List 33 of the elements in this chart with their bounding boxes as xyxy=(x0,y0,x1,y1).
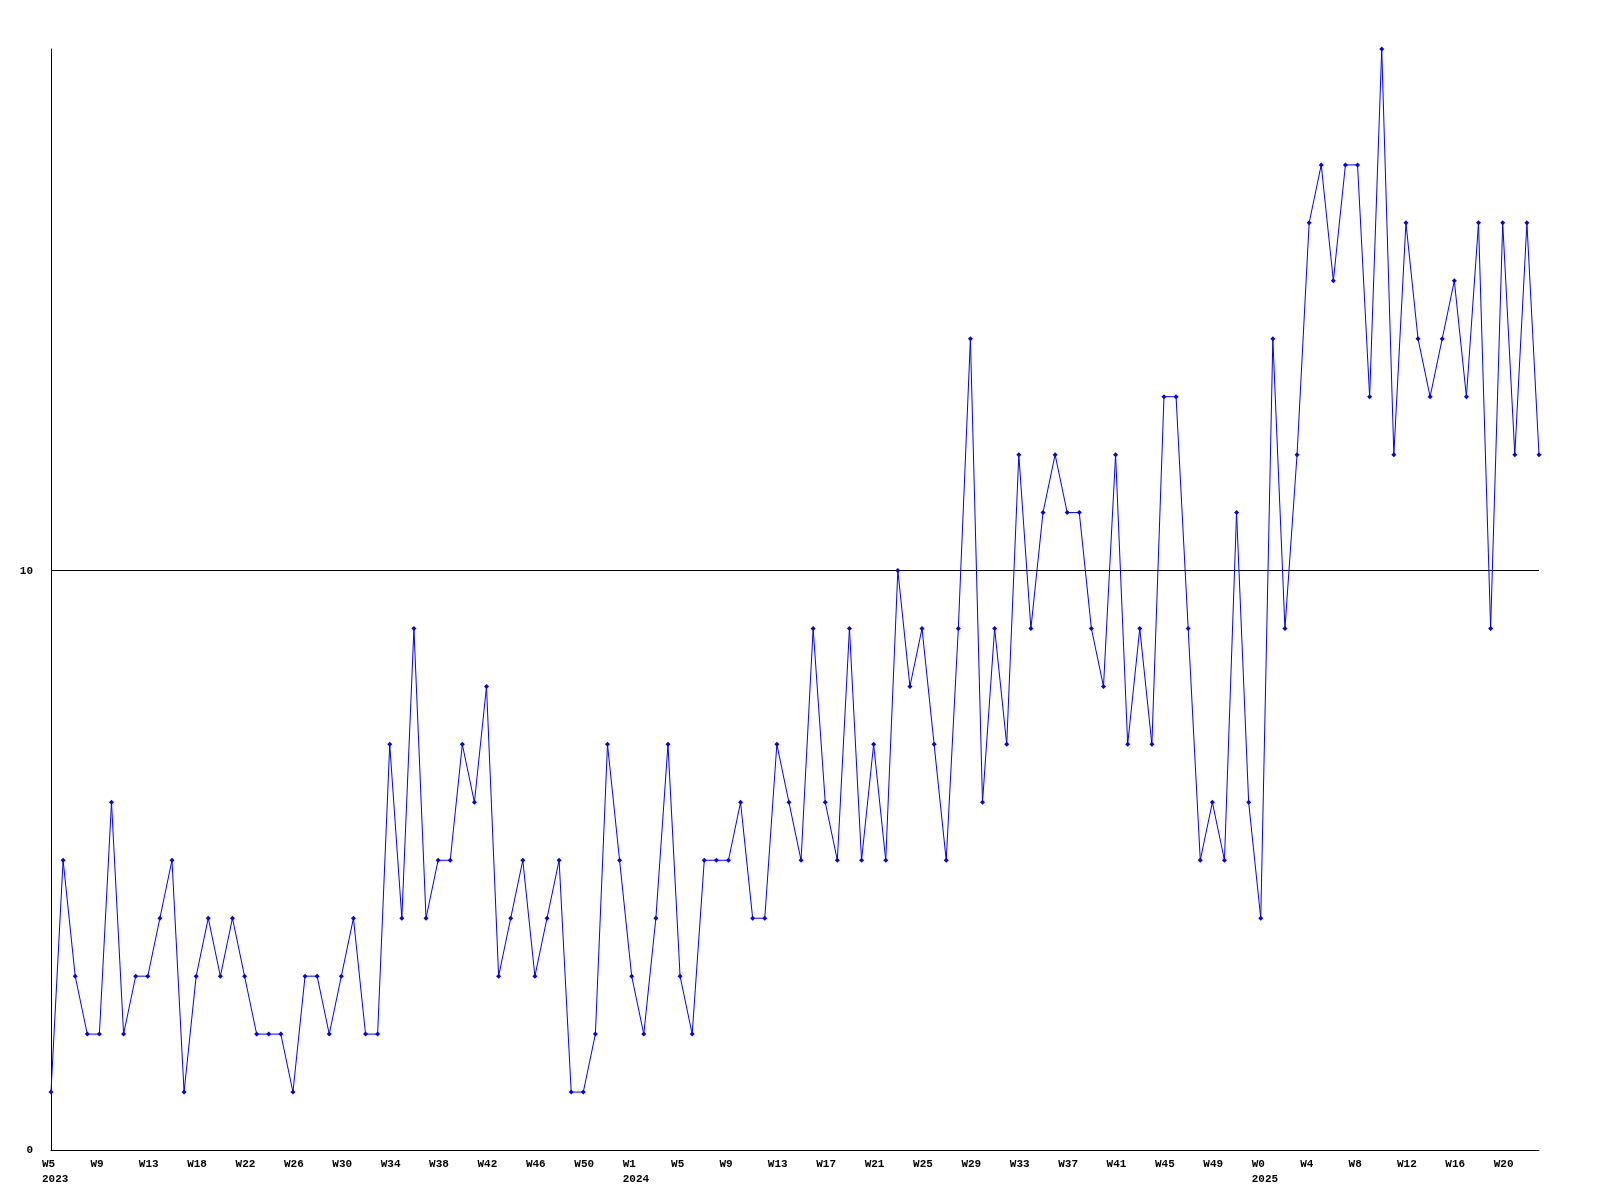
x-tick-label: W41 xyxy=(1106,1157,1127,1170)
x-tick-label: W49 xyxy=(1203,1157,1224,1170)
x-tick-label: W26 xyxy=(283,1157,304,1170)
x-tick-label: W4 xyxy=(1300,1157,1314,1170)
x-tick-label: W16 xyxy=(1445,1157,1466,1170)
x-tick-label: W13 xyxy=(767,1157,789,1170)
x-tick-label: W33 xyxy=(1009,1157,1031,1170)
x-tick-label: W5 xyxy=(671,1157,685,1170)
x-tick-label: W22 xyxy=(235,1157,256,1170)
x-tick-label: W8 xyxy=(1348,1157,1363,1170)
x-tick-label: W17 xyxy=(816,1157,837,1170)
x-tick-label: W9 xyxy=(719,1157,733,1170)
x-tick-label: W20 xyxy=(1493,1157,1514,1170)
x-tick-label: W5 2023 xyxy=(42,1157,69,1185)
x-tick-label: W42 xyxy=(477,1157,498,1170)
x-tick-label: W38 xyxy=(429,1157,450,1170)
x-tick-label: W25 xyxy=(913,1157,934,1170)
x-tick-label: W29 xyxy=(961,1157,982,1170)
y-tick-label: 10 xyxy=(19,564,33,577)
x-tick-label: W0 2025 xyxy=(1251,1157,1279,1185)
x-tick-label: W34 xyxy=(380,1157,401,1170)
x-tick-label: W30 xyxy=(332,1157,353,1170)
x-tick-label: W13 xyxy=(138,1157,159,1170)
x-tick-label: W46 xyxy=(525,1157,546,1170)
x-tick-label: W9 xyxy=(90,1157,104,1170)
x-tick-label: W21 xyxy=(864,1157,885,1170)
x-tick-label: W1 2024 xyxy=(622,1157,650,1185)
x-tick-label: W18 xyxy=(187,1157,208,1170)
x-tick-label: W45 xyxy=(1154,1157,1176,1170)
y-tick-label: 0 xyxy=(26,1144,33,1156)
x-tick-label: W50 xyxy=(574,1157,595,1170)
x-tick-label: W12 xyxy=(1396,1157,1417,1170)
x-tick-label: W37 xyxy=(1058,1157,1079,1170)
